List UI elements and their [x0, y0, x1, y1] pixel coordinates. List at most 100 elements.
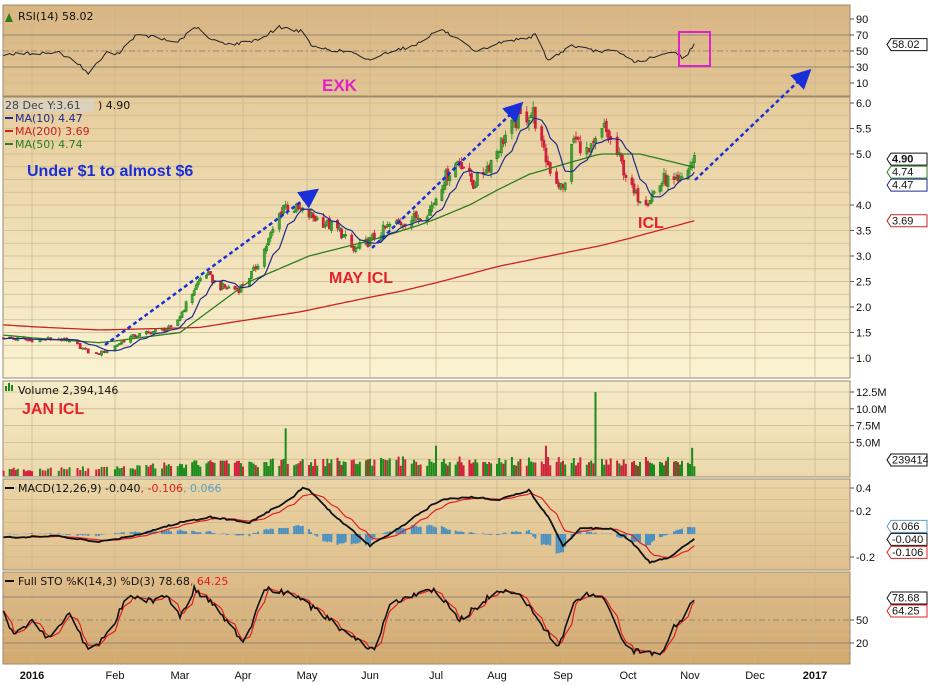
macd-histogram-bar: [149, 531, 152, 534]
volume-bar: [326, 458, 329, 476]
x-axis-label: Nov: [680, 670, 700, 682]
candle-down: [542, 139, 546, 148]
volume-bar: [592, 463, 595, 476]
volume-bar: [504, 459, 507, 476]
ma200-line: [3, 220, 695, 331]
candle-down: [94, 352, 98, 354]
macd-histogram-bar: [271, 528, 274, 534]
volume-bar: [239, 463, 242, 476]
macd-histogram-bar: [542, 534, 545, 545]
candle-up: [115, 344, 119, 347]
volume-bar: [356, 464, 359, 476]
candle-down: [624, 175, 628, 178]
volume-bar: [65, 469, 68, 476]
candle-down: [149, 332, 153, 335]
candle-up: [358, 242, 362, 249]
volume-bar: [118, 468, 121, 476]
volume-bar: [269, 459, 272, 476]
candle-down: [557, 182, 561, 188]
candle-down: [574, 136, 578, 140]
candle-down: [576, 137, 580, 140]
macd-histogram-bar: [647, 534, 649, 546]
x-axis-label: Dec: [745, 670, 765, 682]
candle-up: [138, 333, 142, 337]
candle-up: [504, 134, 507, 143]
candle-up: [282, 205, 285, 214]
volume-bar: [322, 458, 325, 476]
volume-bar: [549, 465, 552, 476]
macd-histogram-bar: [176, 530, 179, 534]
x-axis-label: 2016: [20, 670, 44, 682]
volume-bar: [364, 460, 367, 476]
volume-bar: [340, 465, 343, 476]
macd-histogram-bar: [661, 534, 663, 537]
candle-down: [286, 204, 290, 211]
candle-up: [594, 137, 597, 144]
macd-histogram-bar: [517, 531, 520, 534]
volume-bar: [474, 459, 477, 476]
volume-bar: [647, 460, 649, 476]
volume-bar: [530, 461, 533, 476]
macd-histogram-bar: [213, 533, 216, 534]
volume-bar: [116, 466, 119, 476]
volume-bar: [152, 463, 155, 476]
volume-bar: [557, 457, 560, 476]
macd-histogram-bar: [225, 534, 228, 536]
candle-down: [162, 328, 166, 332]
volume-bar: [484, 461, 487, 476]
volume-bar: [63, 468, 66, 476]
macd-histogram-bar: [616, 534, 619, 537]
volume-bar: [154, 468, 157, 476]
volume-bar: [661, 462, 663, 476]
price-close-tag-box: [886, 152, 928, 166]
volume-bar: [490, 463, 493, 476]
price-axis-label: 1.0: [856, 353, 871, 365]
macd-histogram-bar: [585, 531, 588, 534]
x-axis-label: Apr: [234, 670, 251, 682]
volume-bar: [645, 457, 647, 476]
sto-axis-label: 20: [856, 638, 868, 650]
macd-histogram-bar: [242, 534, 244, 536]
candle-up: [176, 319, 180, 326]
volume-bar: [267, 465, 270, 476]
volume-bar: [41, 470, 44, 476]
volume-bar: [373, 459, 376, 476]
rsi-axis-label: 70: [856, 30, 868, 42]
volume-bar: [219, 460, 222, 476]
macd-histogram-bar: [527, 529, 530, 534]
macd-histogram-bar: [170, 531, 173, 534]
volume-bar: [470, 463, 473, 476]
macd-histogram-bar: [338, 534, 341, 544]
volume-bar: [165, 465, 168, 476]
volume-bar: [233, 462, 236, 476]
candle-down: [86, 348, 90, 354]
candle-down: [501, 139, 505, 145]
sto-axis-label: 50: [856, 615, 868, 627]
volume-bar: [131, 468, 134, 476]
x-axis-label: Oct: [619, 670, 636, 682]
volume-bar: [382, 458, 385, 476]
macd-histogram-bar: [87, 534, 90, 536]
macd-histogram-bar: [136, 531, 139, 534]
macd-histogram-bar: [448, 529, 451, 534]
volume-bar: [145, 464, 148, 476]
volume-bar: [444, 463, 447, 476]
candle-up: [151, 331, 155, 334]
macd-histogram-bar: [57, 533, 60, 534]
macd-histogram-bar: [233, 534, 236, 535]
volume-bar: [502, 463, 505, 476]
macd-histogram-bar: [65, 534, 68, 536]
volume-bar: [460, 462, 463, 476]
volume-bar: [352, 459, 355, 476]
volume-bar: [312, 466, 315, 476]
macd-histogram-bar: [267, 529, 270, 534]
macd-histogram-bar: [681, 528, 683, 534]
macd-histogram-bar: [336, 534, 339, 545]
volume-bar: [410, 463, 413, 476]
candle-down: [587, 148, 591, 153]
volume-bar: [687, 462, 689, 476]
volume-bar: [256, 467, 259, 476]
volume-bar: [559, 462, 562, 476]
macd-histogram-bar: [470, 532, 473, 534]
macd-histogram-bar: [356, 534, 359, 544]
